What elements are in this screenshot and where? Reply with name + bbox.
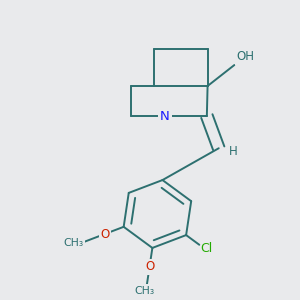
Text: CH₃: CH₃ <box>135 286 155 296</box>
Text: CH₃: CH₃ <box>63 238 83 248</box>
Text: O: O <box>145 260 154 274</box>
Text: Cl: Cl <box>201 242 213 255</box>
Text: H: H <box>229 145 238 158</box>
Text: N: N <box>160 110 170 123</box>
Text: N: N <box>160 110 170 123</box>
Text: O: O <box>100 227 110 241</box>
Text: H: H <box>240 52 249 65</box>
Text: OH: OH <box>236 50 254 63</box>
